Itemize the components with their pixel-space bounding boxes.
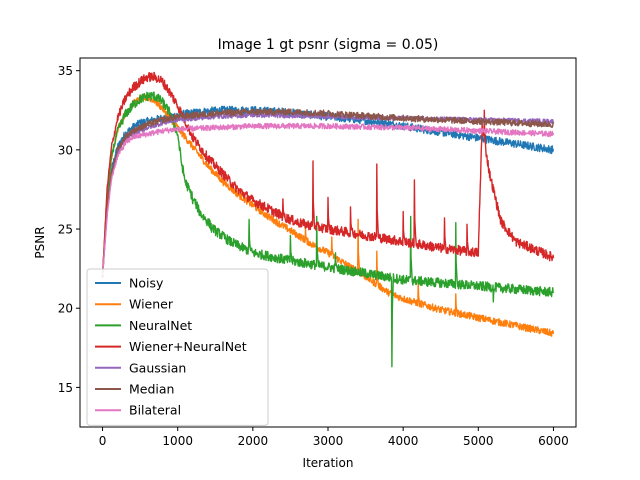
chart-title: Image 1 gt psnr (sigma = 0.05) (218, 37, 439, 53)
legend-label-neuralnet: NeuralNet (129, 318, 192, 333)
y-tick-label: 25 (58, 223, 73, 237)
legend-label-wiener-neuralnet: Wiener+NeuralNet (129, 339, 247, 354)
legend-label-wiener: Wiener (129, 297, 174, 312)
legend-label-bilateral: Bilateral (129, 403, 181, 418)
y-tick-label: 15 (58, 381, 73, 395)
y-tick-label: 30 (58, 143, 73, 157)
x-axis-label: Iteration (303, 456, 354, 470)
y-tick-label: 35 (58, 64, 73, 78)
legend-label-median: Median (129, 382, 174, 397)
legend-box (86, 268, 269, 426)
x-tick-label: 0 (99, 434, 107, 448)
y-tick-label: 20 (58, 302, 73, 316)
y-axis-label: PSNR (33, 226, 47, 258)
series-line-wiener-neuralnet (101, 71, 555, 278)
legend: Noisy Wiener NeuralNet Wiener+NeuralNet Gaus… (86, 268, 269, 426)
legend-label-gaussian: Gaussian (129, 360, 186, 375)
series-line-bilateral (101, 122, 555, 277)
x-tick-label: 4000 (388, 434, 419, 448)
ticks-layer: 0 1000 2000 3000 4000 5000 6000 15 20 25 30 35 (58, 64, 569, 448)
x-tick-label: 2000 (238, 434, 269, 448)
x-tick-label: 1000 (162, 434, 193, 448)
legend-label-noisy: Noisy (129, 276, 164, 291)
x-tick-label: 5000 (463, 434, 494, 448)
series-layer (101, 71, 555, 368)
series-line-neuralnet (101, 91, 555, 368)
x-tick-label: 3000 (313, 434, 344, 448)
series-line-median (101, 108, 555, 278)
x-tick-label: 6000 (538, 434, 569, 448)
